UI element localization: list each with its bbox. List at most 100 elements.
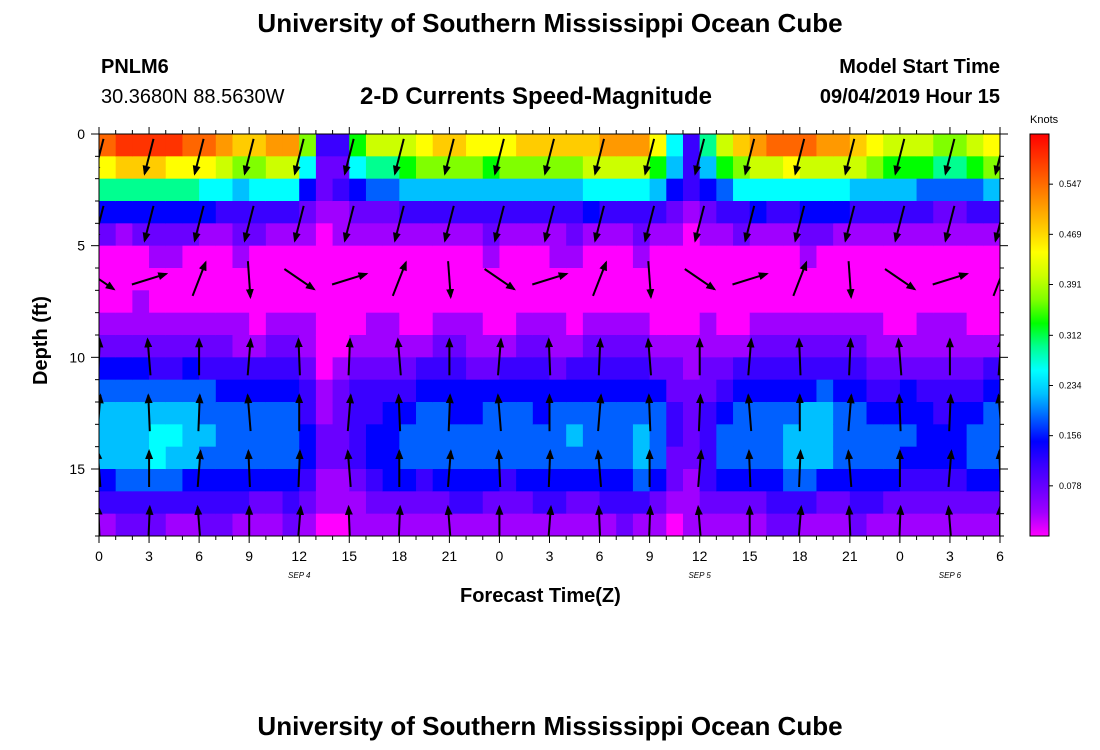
heat-cell	[199, 357, 217, 381]
current-vector	[292, 138, 305, 176]
heat-cell	[766, 245, 784, 269]
current-vector	[796, 504, 805, 536]
heat-cell	[833, 424, 851, 448]
heat-cell	[365, 446, 384, 470]
heat-cell	[215, 491, 234, 515]
heat-cell	[199, 268, 217, 291]
heat-cell	[883, 491, 901, 515]
current-vector	[99, 277, 116, 291]
heat-cell	[265, 156, 284, 180]
current-vector	[946, 449, 955, 487]
heat-cell	[416, 335, 434, 358]
heat-cell	[249, 245, 267, 269]
heat-cell	[315, 201, 334, 224]
current-vector	[684, 268, 717, 291]
heat-cell	[365, 379, 384, 403]
heat-cell	[783, 268, 801, 291]
model-start-label: Model Start Time	[839, 56, 1000, 78]
heat-cell	[916, 379, 934, 403]
heat-cell	[699, 469, 717, 492]
heat-cell	[549, 357, 567, 381]
current-vector	[445, 393, 454, 432]
heat-cell	[749, 290, 768, 314]
heat-cell	[466, 424, 484, 448]
heat-cell	[299, 402, 317, 425]
heat-cell	[482, 268, 501, 291]
heat-cell	[449, 312, 467, 336]
heat-cell	[983, 491, 1000, 515]
heat-cell	[215, 245, 234, 269]
current-vector	[895, 393, 904, 432]
heat-cell	[315, 469, 334, 492]
heat-cell	[416, 357, 434, 381]
heat-cell	[315, 223, 334, 247]
heat-cell	[799, 223, 818, 247]
heat-cell	[399, 491, 417, 515]
heat-cell	[532, 312, 551, 336]
heat-cell	[666, 223, 684, 247]
current-vector	[142, 138, 155, 176]
heat-cell	[733, 245, 751, 269]
heat-cell	[332, 134, 350, 157]
heat-cell	[766, 290, 784, 314]
heat-cell	[532, 446, 551, 470]
heat-cell	[249, 223, 267, 247]
heat-cell	[716, 446, 734, 470]
heat-cell	[749, 513, 768, 536]
heat-cell	[916, 201, 934, 224]
heat-cell	[132, 268, 150, 291]
heat-cell	[382, 491, 400, 515]
heat-cell	[449, 156, 467, 180]
current-vector	[244, 393, 253, 432]
heat-cell	[716, 201, 734, 224]
current-vector	[495, 449, 504, 488]
heat-cell	[215, 335, 234, 358]
heat-cell	[966, 335, 984, 358]
heat-cell	[416, 424, 434, 448]
heat-cell	[432, 402, 450, 425]
heat-cell	[933, 245, 951, 269]
heat-cell	[983, 335, 1000, 358]
heat-cell	[682, 469, 701, 492]
colorbar-tick-label: 0.156	[1059, 431, 1082, 441]
chart-title: 2-D Currents Speed-Magnitude	[360, 83, 713, 110]
heat-cell	[716, 424, 734, 448]
heat-cell	[549, 156, 567, 180]
heat-cell	[733, 491, 751, 515]
current-vector	[195, 393, 204, 432]
heat-cell	[799, 402, 818, 425]
heat-cell	[949, 491, 968, 515]
heat-cell	[849, 245, 868, 269]
x-tick-label: 6	[596, 548, 604, 564]
heat-cell	[933, 424, 951, 448]
heat-cell	[966, 245, 984, 269]
heat-cell	[149, 469, 167, 492]
heat-cell	[532, 268, 551, 291]
current-vector	[142, 205, 155, 243]
heat-cell	[899, 379, 918, 403]
current-vector	[242, 205, 255, 243]
heat-cell	[516, 134, 534, 157]
heat-cell	[482, 513, 501, 536]
heat-cell	[349, 469, 367, 492]
colorbar-tick-label: 0.312	[1059, 330, 1082, 340]
heat-cell	[182, 290, 200, 314]
heat-cell	[833, 134, 851, 157]
heat-cell	[399, 178, 417, 202]
heat-cell	[933, 469, 951, 492]
heat-cell	[232, 402, 250, 425]
heat-cell	[299, 424, 317, 448]
current-vector	[446, 261, 455, 300]
heat-cell	[783, 245, 801, 269]
heat-cell	[566, 424, 584, 448]
heat-cell	[733, 312, 751, 336]
heat-cell	[265, 312, 284, 336]
heat-cell	[649, 446, 667, 470]
heat-cell	[883, 469, 901, 492]
current-vector	[99, 449, 103, 487]
heat-cell	[649, 491, 667, 515]
heat-cell	[649, 379, 667, 403]
heat-cell	[115, 513, 133, 536]
heat-cell	[282, 402, 300, 425]
current-vector	[645, 504, 654, 536]
